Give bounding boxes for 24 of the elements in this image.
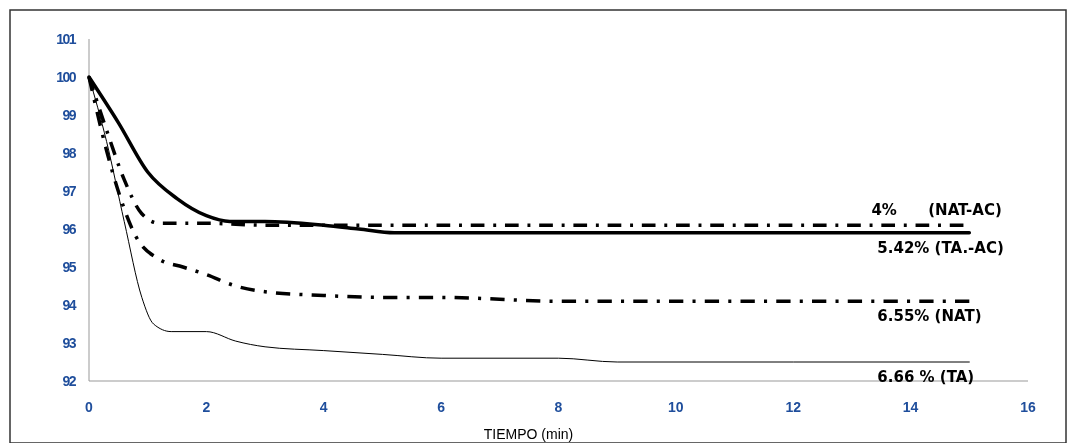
y-tick-label: 99: [62, 106, 77, 123]
x-tick-label: 0: [85, 399, 94, 415]
y-tick-label: 95: [62, 258, 77, 275]
y-tick-label: 93: [62, 334, 77, 351]
y-tick-label: 92: [62, 372, 77, 389]
y-tick-label: 98: [62, 144, 77, 161]
x-tick-label: 4: [319, 399, 328, 415]
series-label: 6.55% (NAT): [877, 307, 982, 326]
x-axis-title: TIEMPO (min): [483, 426, 574, 442]
x-tick-label: 6: [437, 399, 446, 415]
y-tick-label: 101: [56, 30, 77, 47]
y-tick-label: 94: [62, 296, 77, 313]
x-tick-label: 14: [902, 399, 919, 415]
y-tick-label: 96: [62, 220, 77, 237]
x-tick-label: 2: [202, 399, 211, 415]
series-label: 5.42% (TA.-AC): [877, 238, 1004, 257]
y-tick-label: 100: [56, 68, 77, 85]
series-label: 6.66 % (TA): [877, 368, 975, 386]
x-tick-label: 12: [785, 399, 802, 415]
x-tick-label: 10: [668, 399, 684, 415]
y-tick-label: 97: [62, 182, 77, 199]
series-label: 4% (NAT-AC): [871, 201, 1002, 220]
x-tick-label: 16: [1020, 399, 1036, 415]
x-tick-label: 8: [554, 399, 563, 415]
